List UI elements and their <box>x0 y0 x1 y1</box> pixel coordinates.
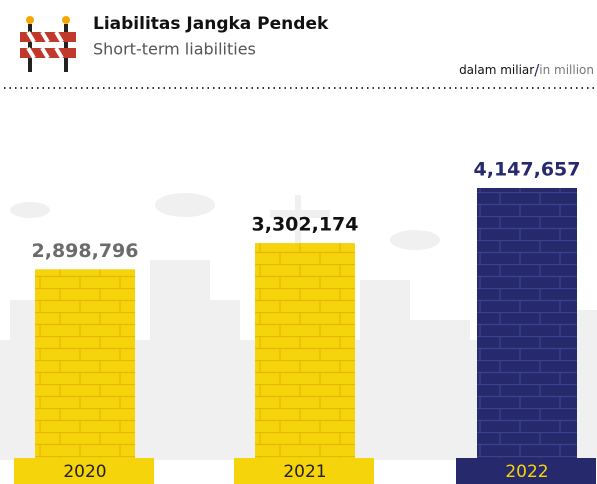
value-label: 4,147,657 <box>474 159 581 181</box>
chart-subtitle: Short-term liabilities <box>93 40 256 59</box>
unit-local: dalam miliar <box>459 63 534 77</box>
x-tick-label: 2022 <box>505 462 548 482</box>
value-label: 3,302,174 <box>252 214 359 236</box>
barrier-icon <box>20 16 76 72</box>
page: Liabilitas Jangka Pendek Short-term liab… <box>0 0 597 484</box>
x-tick-label: 2020 <box>63 462 106 482</box>
unit-note: dalam miliar/in million <box>459 61 594 79</box>
chart: Liabilitas Jangka Pendek Short-term liab… <box>0 0 597 484</box>
x-tick-label: 2021 <box>283 462 326 482</box>
value-label: 2,898,796 <box>32 240 139 262</box>
unit-english: in million <box>539 63 594 77</box>
bar <box>477 188 577 458</box>
bar <box>255 243 355 458</box>
chart-title: Liabilitas Jangka Pendek <box>93 14 329 34</box>
bar <box>35 269 135 458</box>
